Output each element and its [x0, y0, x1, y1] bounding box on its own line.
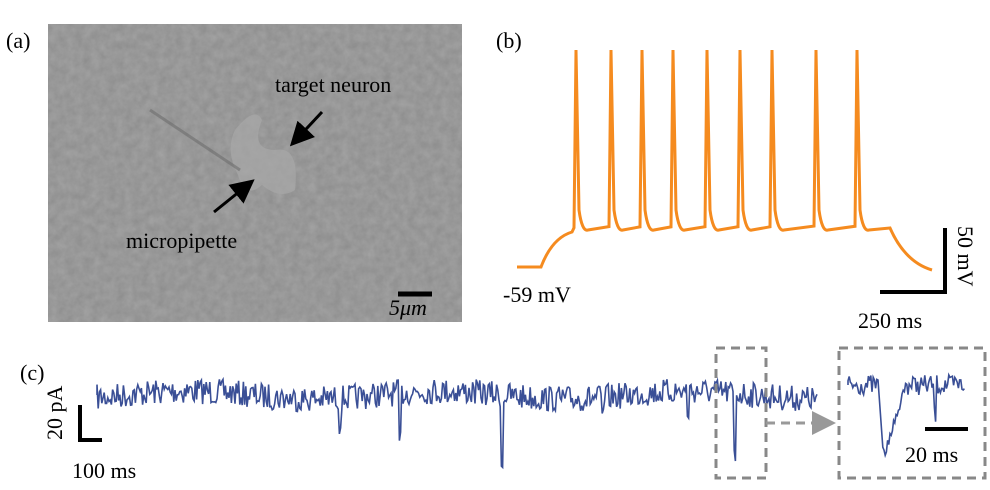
annotation: micropipette	[126, 228, 237, 253]
annotation: target neuron	[275, 72, 391, 97]
figure: (a) target neuron micropipette 5μm (b) -…	[0, 0, 990, 490]
scale-label: 5μm	[389, 295, 427, 320]
scale-label: 20 ms	[905, 442, 958, 467]
scale-bar	[80, 405, 102, 440]
scale-label: 20 pA	[42, 386, 67, 441]
scale-label: 250 ms	[858, 308, 922, 333]
scale-label: 100 ms	[72, 458, 136, 483]
current-trace	[97, 379, 817, 467]
baseline-label: -59 mV	[503, 282, 571, 307]
voltage-trace	[517, 50, 932, 270]
panel-label: (a)	[6, 28, 30, 53]
panel-label: (c)	[20, 360, 44, 385]
zoom-box	[716, 348, 766, 478]
scale-label: 50 mV	[953, 226, 978, 287]
panel-label: (b)	[496, 28, 522, 53]
